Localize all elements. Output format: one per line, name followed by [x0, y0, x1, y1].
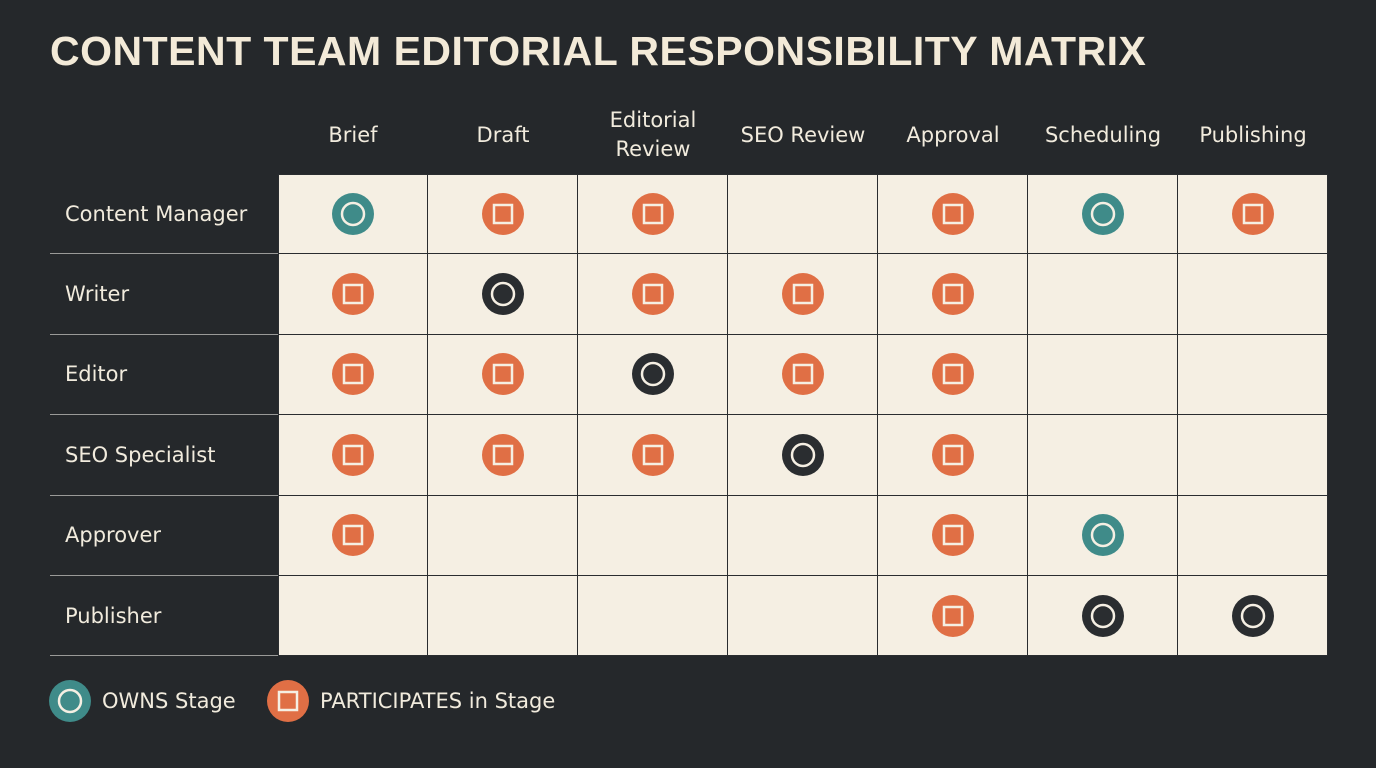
- cell: [577, 414, 728, 496]
- marker: [481, 353, 524, 396]
- cell: [727, 414, 878, 496]
- marker: [631, 433, 674, 476]
- column-label: Publishing: [1199, 122, 1307, 147]
- row-label: Publisher: [50, 576, 278, 657]
- marker: [781, 433, 824, 476]
- column-header: Scheduling: [1028, 98, 1178, 172]
- marker: [481, 273, 524, 316]
- cell: [1177, 414, 1328, 496]
- legend-label: PARTICIPATES in Stage: [320, 689, 556, 713]
- column-header: Brief: [278, 98, 428, 172]
- column-label: Approval: [906, 122, 1000, 147]
- cell: [877, 494, 1028, 576]
- marker: [332, 193, 374, 236]
- cell: [577, 333, 728, 416]
- marker: [481, 193, 524, 236]
- cell: [1177, 333, 1328, 416]
- marker: [1081, 594, 1124, 637]
- legend-item: OWNS Stage: [48, 680, 236, 722]
- column-header: Approval: [878, 98, 1028, 172]
- cell: [427, 253, 578, 335]
- marker: [1081, 193, 1124, 236]
- legend-item: PARTICIPATES in Stage: [266, 680, 555, 722]
- cell: [877, 253, 1028, 335]
- cell: [877, 174, 1028, 255]
- column-label: Draft: [476, 122, 530, 147]
- marker: [481, 433, 524, 476]
- cell: [727, 575, 878, 657]
- column-header: Editorial Review: [578, 98, 728, 172]
- marker: [931, 433, 974, 476]
- cell: [877, 333, 1028, 416]
- row-label: Approver: [50, 496, 278, 576]
- column-header: Publishing: [1178, 98, 1328, 172]
- column-label: Brief: [328, 122, 378, 147]
- column-label: Scheduling: [1044, 122, 1162, 147]
- marker: [781, 273, 824, 316]
- row-label: SEO Specialist: [50, 415, 278, 496]
- cell: [278, 575, 428, 657]
- cell: [1027, 494, 1178, 576]
- cell: [1177, 575, 1328, 657]
- cell: [1027, 414, 1178, 496]
- cell: [1027, 575, 1178, 657]
- marker: [631, 273, 674, 316]
- cell: [427, 494, 578, 576]
- cell: [577, 494, 728, 576]
- cell: [427, 414, 578, 496]
- cell: [278, 494, 428, 576]
- cell: [877, 414, 1028, 496]
- cell: [427, 333, 578, 416]
- marker: [931, 594, 974, 637]
- marker: [781, 353, 824, 396]
- cell: [1177, 494, 1328, 576]
- marker: [931, 514, 974, 557]
- marker: [332, 273, 374, 316]
- cell: [727, 494, 878, 576]
- cell: [727, 253, 878, 335]
- cell: [1027, 174, 1178, 255]
- title: CONTENT TEAM EDITORIAL RESPONSIBILITY MA…: [50, 28, 1147, 74]
- column-header: SEO Review: [728, 98, 878, 172]
- column-label: SEO Review: [740, 122, 866, 147]
- marker: [332, 353, 374, 396]
- cell: [1027, 333, 1178, 416]
- row-label: Editor: [50, 335, 278, 416]
- cell: [1177, 174, 1328, 255]
- row-label: Writer: [50, 254, 278, 335]
- marker: [931, 273, 974, 316]
- cell: [577, 253, 728, 335]
- cell: [278, 414, 428, 496]
- column-header: Draft: [428, 98, 578, 172]
- cell: [727, 333, 878, 416]
- column-label: Editorial Review: [609, 108, 697, 161]
- legend-label: OWNS Stage: [102, 689, 236, 713]
- cell: [877, 575, 1028, 657]
- marker: [931, 353, 974, 396]
- cell: [577, 174, 728, 255]
- marker: [631, 193, 674, 236]
- cell: [278, 253, 428, 335]
- marker: [332, 514, 374, 557]
- cell: [278, 174, 428, 255]
- cell: [427, 575, 578, 657]
- cell: [1177, 253, 1328, 335]
- marker: [1231, 594, 1274, 637]
- marker: [631, 353, 674, 396]
- cell: [1027, 253, 1178, 335]
- cell: [278, 333, 428, 416]
- marker: [1081, 514, 1124, 557]
- marker: [49, 680, 91, 722]
- cell: [577, 575, 728, 657]
- row-label: Content Manager: [50, 174, 278, 255]
- marker: [332, 433, 374, 476]
- marker: [1231, 193, 1274, 236]
- marker: [931, 193, 974, 236]
- cell: [427, 174, 578, 255]
- cell: [727, 174, 878, 255]
- marker: [267, 680, 309, 722]
